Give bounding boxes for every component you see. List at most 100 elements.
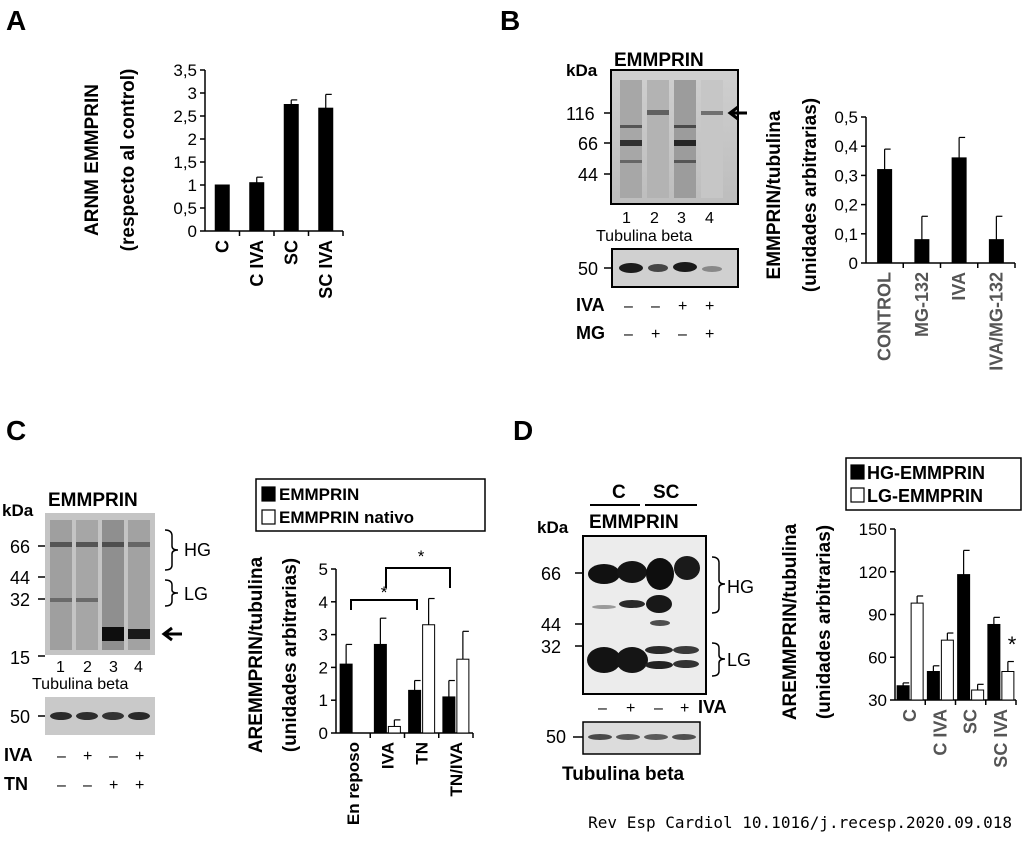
bar bbox=[422, 624, 436, 734]
legend-swatch bbox=[261, 509, 276, 525]
x-tick-label: SC bbox=[281, 240, 301, 265]
x-tick-label: En reposo bbox=[344, 742, 363, 825]
blot-band bbox=[50, 712, 72, 720]
blot-c-lane-4: 4 bbox=[134, 659, 143, 676]
blot-b-row2-lane2: + bbox=[651, 326, 660, 343]
blot-band bbox=[620, 125, 642, 128]
legend-box bbox=[255, 478, 486, 532]
y-axis-label: EMMPRIN/tubulina bbox=[764, 110, 785, 279]
y-tick-label: 2,5 bbox=[173, 107, 197, 126]
blot-b-lane-1: 1 bbox=[622, 210, 631, 227]
blot-d-title: EMMPRIN bbox=[589, 512, 679, 533]
y-tick-label: 0,4 bbox=[834, 137, 858, 156]
y-tick-label: 0 bbox=[188, 222, 197, 241]
y-axis-label-units: (respecto al control) bbox=[118, 69, 139, 252]
blot-band bbox=[674, 140, 696, 146]
y-tick-label: 3 bbox=[319, 626, 328, 645]
blot-d-loading-marker: 50 bbox=[546, 727, 566, 747]
blot-c-hg-label: HG bbox=[184, 540, 211, 560]
y-tick-label: 1 bbox=[188, 176, 197, 195]
bracket-hg bbox=[711, 556, 726, 614]
significance-star: * bbox=[418, 547, 425, 566]
y-tick-label: 0,1 bbox=[834, 225, 858, 244]
significance-bracket bbox=[350, 599, 418, 610]
blot-band bbox=[647, 80, 669, 198]
bar bbox=[318, 107, 334, 232]
blot-band bbox=[588, 564, 620, 584]
blot-band bbox=[650, 620, 670, 626]
y-axis-label: AREMMPRIN/tubulina bbox=[780, 523, 801, 720]
blot-c-row1-lane1: – bbox=[57, 748, 66, 765]
panel-letter-d: D bbox=[513, 415, 533, 446]
chart-d: 30 60 90 120 150 C C IVA SC SC IVA AREMMPRIN/tubu… bbox=[780, 457, 1022, 768]
blot-band bbox=[674, 160, 696, 163]
blot-d-hg-label: HG bbox=[727, 577, 754, 597]
blot-band bbox=[701, 111, 723, 115]
x-tick-label: TN/IVA bbox=[447, 742, 466, 796]
chart-c: 0 1 2 3 4 5 En reposo IVA TN TN/IVA AREMMPRIN/tubu… bbox=[246, 478, 486, 825]
legend-swatch bbox=[850, 464, 865, 480]
y-axis-label: ARNM EMMPRIN bbox=[82, 84, 103, 236]
x-tick-label: TN bbox=[413, 742, 432, 765]
blot-b-row2-lane1: – bbox=[624, 326, 633, 343]
blot-b-marker-44: 44 bbox=[578, 165, 598, 185]
y-axis-label-units: (unidades arbitrarias) bbox=[800, 98, 821, 292]
bar bbox=[456, 658, 470, 734]
y-tick-label: 5 bbox=[319, 560, 328, 579]
blot-c-lane-1: 1 bbox=[56, 659, 65, 676]
bar bbox=[408, 689, 422, 734]
blot-band bbox=[672, 734, 696, 740]
bar bbox=[987, 623, 1001, 701]
blot-band bbox=[50, 520, 72, 650]
bar bbox=[877, 169, 893, 264]
blot-b-row1-lane2: – bbox=[651, 298, 660, 315]
y-tick-label: 0 bbox=[319, 724, 328, 743]
blot-d: C SC EMMPRIN kDa 66 44 32 HG LG – + – + bbox=[537, 482, 754, 785]
x-tick-label: IVA bbox=[949, 272, 969, 301]
significance-bracket bbox=[385, 567, 451, 588]
blot-band bbox=[644, 734, 668, 740]
blot-band bbox=[673, 660, 699, 668]
blot-c-row2-lane2: – bbox=[83, 777, 92, 794]
blot-c-row1-label: IVA bbox=[4, 745, 33, 765]
blot-band bbox=[587, 647, 621, 673]
blot-d-group-c: C bbox=[612, 482, 626, 503]
y-tick-label: 0 bbox=[849, 254, 858, 273]
blot-d-row-label: IVA bbox=[698, 697, 727, 717]
blot-band bbox=[102, 712, 124, 720]
y-axis-label-units: (unidades arbitrarias) bbox=[814, 525, 835, 719]
bar bbox=[283, 104, 299, 232]
blot-band bbox=[616, 647, 648, 673]
blot-d-row-lane3: – bbox=[654, 700, 663, 717]
blot-band bbox=[620, 80, 642, 198]
blot-band bbox=[645, 646, 673, 654]
legend-label: EMMPRIN nativo bbox=[279, 508, 414, 527]
blot-b-row1-lane4: + bbox=[705, 298, 714, 315]
blot-band bbox=[647, 110, 669, 115]
y-tick-label: 1,5 bbox=[173, 153, 197, 172]
blot-d-marker-32: 32 bbox=[541, 637, 561, 657]
blot-band bbox=[646, 595, 672, 613]
bar bbox=[339, 663, 353, 734]
blot-c-lane-2: 2 bbox=[83, 659, 92, 676]
blot-c-row1-lane2: + bbox=[83, 748, 92, 765]
bar bbox=[442, 696, 456, 734]
y-tick-label: 90 bbox=[868, 606, 887, 625]
blot-d-kda: kDa bbox=[537, 518, 569, 537]
blot-c-row1-lane4: + bbox=[135, 748, 144, 765]
panel-letter-c: C bbox=[6, 415, 26, 446]
chart-b: 0 0,1 0,2 0,3 0,4 0,5 CONTROL MG-132 IVA IVA/MG-1… bbox=[764, 98, 1016, 371]
blot-b-row1-label: IVA bbox=[576, 295, 605, 315]
blot-b-loading-title: Tubulina beta bbox=[596, 228, 692, 245]
x-tick-label: C IVA bbox=[930, 709, 950, 756]
blot-c-row2-lane3: + bbox=[109, 777, 118, 794]
bar bbox=[249, 182, 265, 232]
blot-c-lg-label: LG bbox=[184, 584, 208, 604]
chart-a: 0 0,5 1 1,5 2 2,5 3 3,5 C C IVA SC SC IVA ARNM EMMPR… bbox=[82, 61, 344, 299]
blot-b-row1-lane3: + bbox=[678, 298, 687, 315]
y-tick-label: 0,3 bbox=[834, 166, 858, 185]
x-tick-label: C bbox=[900, 709, 920, 722]
bar bbox=[1001, 671, 1015, 701]
blot-d-lg-label: LG bbox=[727, 650, 751, 670]
blot-band bbox=[76, 598, 98, 602]
